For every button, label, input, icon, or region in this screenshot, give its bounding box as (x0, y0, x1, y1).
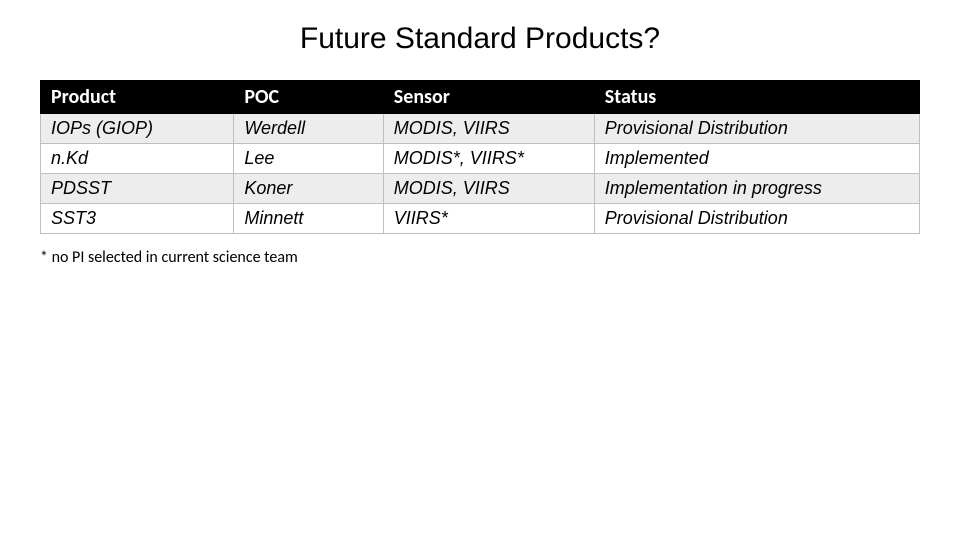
cell-product: n.Kd (41, 144, 234, 174)
cell-status: Provisional Distribution (594, 204, 919, 234)
cell-status: Implementation in progress (594, 174, 919, 204)
cell-sensor: MODIS*, VIIRS* (383, 144, 594, 174)
cell-sensor: MODIS, VIIRS (383, 114, 594, 144)
cell-poc: Minnett (234, 204, 383, 234)
cell-poc: Lee (234, 144, 383, 174)
table-row: IOPs (GIOP) Werdell MODIS, VIIRS Provisi… (41, 114, 920, 144)
cell-poc: Koner (234, 174, 383, 204)
col-header-poc: POC (234, 81, 383, 114)
col-header-status: Status (594, 81, 919, 114)
cell-status: Implemented (594, 144, 919, 174)
table-row: n.Kd Lee MODIS*, VIIRS* Implemented (41, 144, 920, 174)
cell-product: IOPs (GIOP) (41, 114, 234, 144)
col-header-product: Product (41, 81, 234, 114)
cell-sensor: VIIRS* (383, 204, 594, 234)
table-row: PDSST Koner MODIS, VIIRS Implementation … (41, 174, 920, 204)
cell-product: PDSST (41, 174, 234, 204)
cell-status: Provisional Distribution (594, 114, 919, 144)
cell-product: SST3 (41, 204, 234, 234)
slide: Future Standard Products? Product POC Se… (0, 0, 960, 540)
footnote: * no PI selected in current science team (40, 248, 920, 267)
table-header-row: Product POC Sensor Status (41, 81, 920, 114)
table-row: SST3 Minnett VIIRS* Provisional Distribu… (41, 204, 920, 234)
col-header-sensor: Sensor (383, 81, 594, 114)
page-title: Future Standard Products? (40, 22, 920, 56)
products-table: Product POC Sensor Status IOPs (GIOP) We… (40, 80, 920, 234)
cell-poc: Werdell (234, 114, 383, 144)
cell-sensor: MODIS, VIIRS (383, 174, 594, 204)
